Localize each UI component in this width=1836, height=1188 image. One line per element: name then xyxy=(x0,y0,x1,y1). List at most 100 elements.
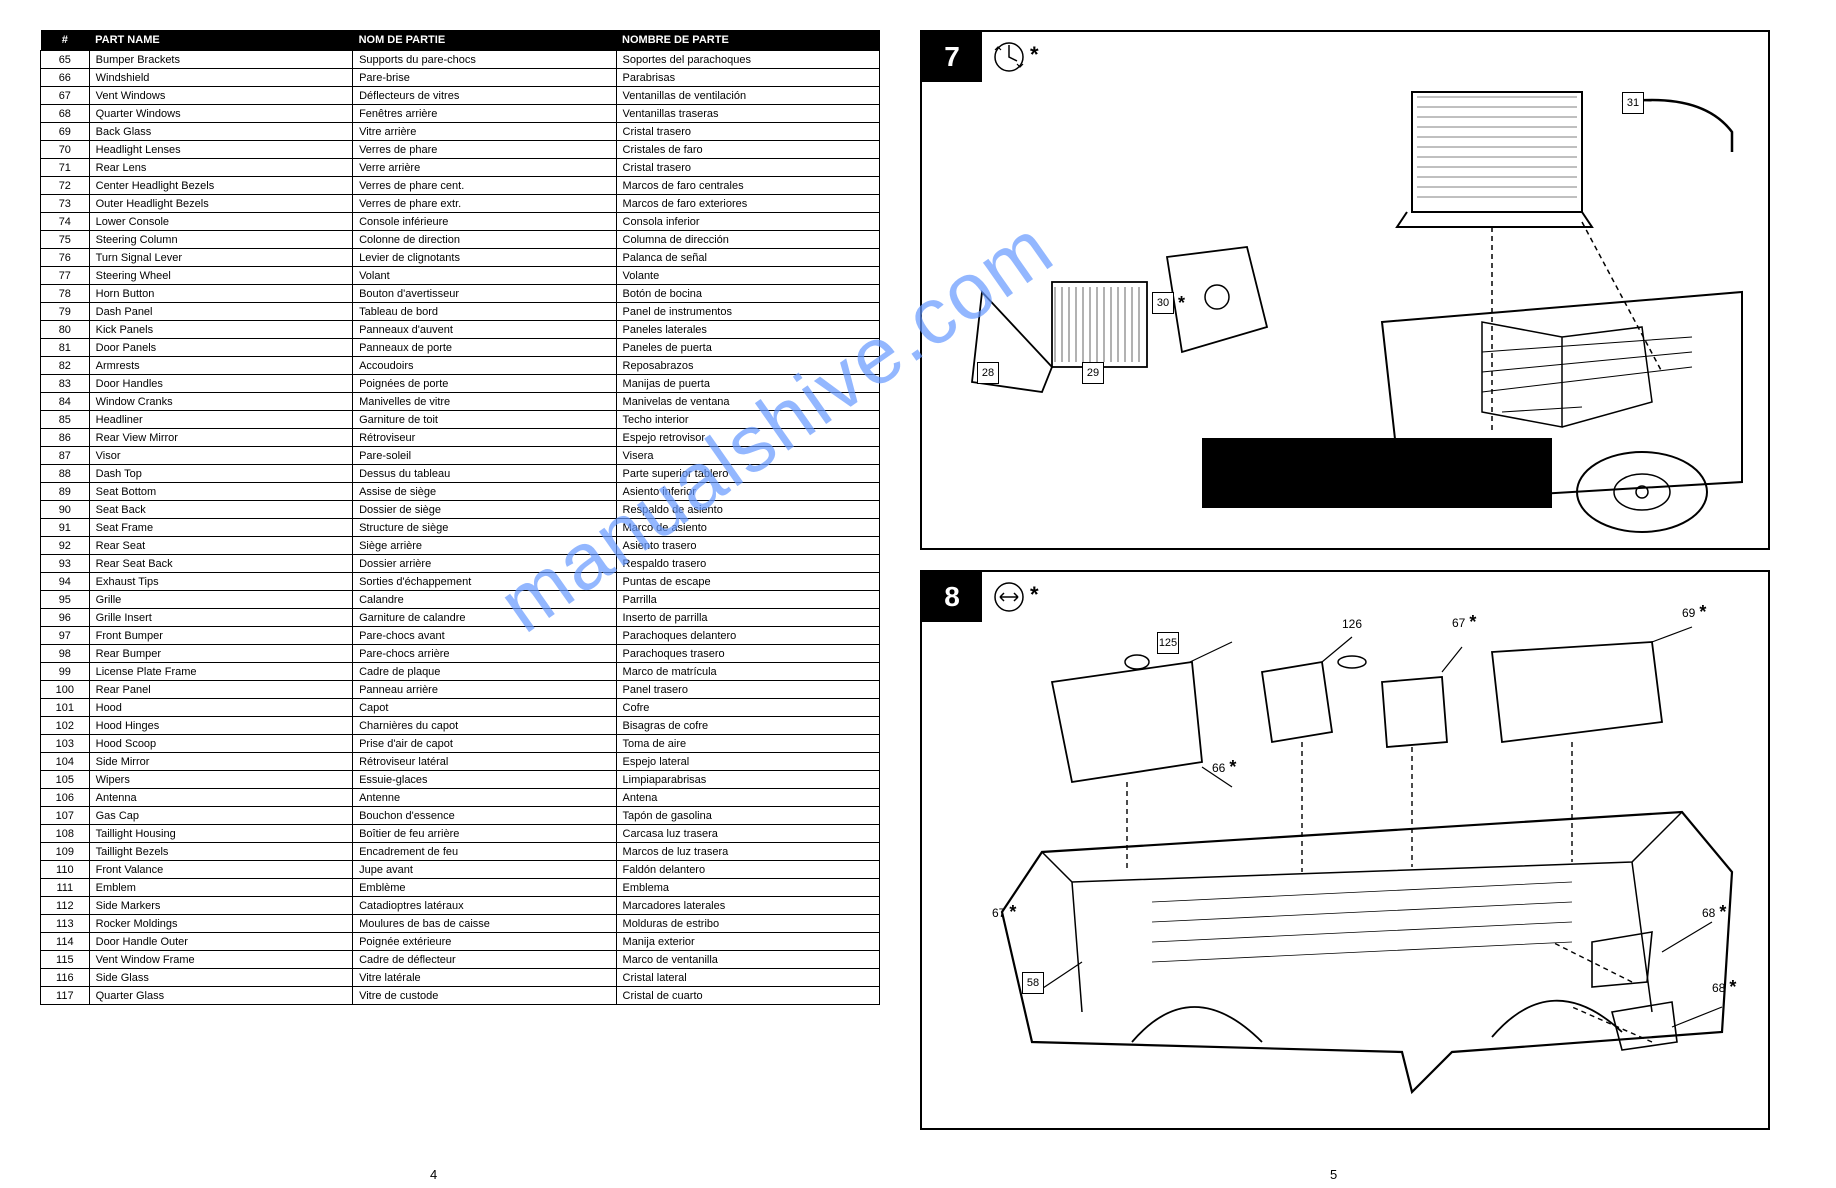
table-cell: Poignées de porte xyxy=(353,375,616,393)
table-cell: Panel de instrumentos xyxy=(616,303,879,321)
table-cell: Cristal trasero xyxy=(616,123,879,141)
table-cell: Vitre de custode xyxy=(353,987,616,1005)
table-cell: Verres de phare xyxy=(353,141,616,159)
part-label-66: 66 * xyxy=(1212,757,1236,778)
table-row: 97Front BumperPare-chocs avantParachoque… xyxy=(41,627,880,645)
table-cell: 83 xyxy=(41,375,90,393)
table-cell: Rétroviseur latéral xyxy=(353,753,616,771)
asterisk: * xyxy=(1229,757,1236,778)
table-cell: 112 xyxy=(41,897,90,915)
table-cell: Back Glass xyxy=(89,123,352,141)
table-cell: Palanca de señal xyxy=(616,249,879,267)
table-cell: Door Handles xyxy=(89,375,352,393)
table-cell: 85 xyxy=(41,411,90,429)
table-cell: Faldón delantero xyxy=(616,861,879,879)
table-row: 91Seat FrameStructure de siègeMarco de a… xyxy=(41,519,880,537)
table-cell: Cristales de faro xyxy=(616,141,879,159)
table-cell: Side Glass xyxy=(89,969,352,987)
table-cell: 110 xyxy=(41,861,90,879)
table-cell: 71 xyxy=(41,159,90,177)
table-cell: Verres de phare extr. xyxy=(353,195,616,213)
table-row: 72Center Headlight BezelsVerres de phare… xyxy=(41,177,880,195)
table-row: 83Door HandlesPoignées de porteManijas d… xyxy=(41,375,880,393)
table-row: 69Back GlassVitre arrièreCristal trasero xyxy=(41,123,880,141)
table-cell: Tableau de bord xyxy=(353,303,616,321)
table-row: 98Rear BumperPare-chocs arrièreParachoqu… xyxy=(41,645,880,663)
asterisk: * xyxy=(1729,977,1736,998)
table-cell: Tapón de gasolina xyxy=(616,807,879,825)
table-cell: 91 xyxy=(41,519,90,537)
part-label-68b: 68 * xyxy=(1712,977,1736,998)
part-label-126: 126 xyxy=(1342,617,1362,631)
table-cell: 103 xyxy=(41,735,90,753)
table-cell: Marco de ventanilla xyxy=(616,951,879,969)
table-cell: Steering Column xyxy=(89,231,352,249)
table-row: 108Taillight HousingBoîtier de feu arriè… xyxy=(41,825,880,843)
table-cell: Vent Window Frame xyxy=(89,951,352,969)
table-cell: Dessus du tableau xyxy=(353,465,616,483)
part-label-29: 29 xyxy=(1082,362,1104,384)
table-cell: Console inférieure xyxy=(353,213,616,231)
col-name-fr: NOM DE PARTIE xyxy=(353,30,616,51)
table-cell: Volant xyxy=(353,267,616,285)
table-cell: Parachoques delantero xyxy=(616,627,879,645)
page-num-right: 5 xyxy=(1330,1167,1337,1182)
table-cell: 74 xyxy=(41,213,90,231)
table-cell: Visor xyxy=(89,447,352,465)
table-cell: Turn Signal Lever xyxy=(89,249,352,267)
table-cell: 82 xyxy=(41,357,90,375)
table-row: 89Seat BottomAssise de siègeAsiento infe… xyxy=(41,483,880,501)
table-cell: Lower Console xyxy=(89,213,352,231)
table-cell: License Plate Frame xyxy=(89,663,352,681)
table-cell: 99 xyxy=(41,663,90,681)
part-label-68: 68 * xyxy=(1702,902,1726,923)
table-cell: Rear Bumper xyxy=(89,645,352,663)
table-row: 90Seat BackDossier de siègeRespaldo de a… xyxy=(41,501,880,519)
table-cell: Toma de aire xyxy=(616,735,879,753)
table-cell: Verres de phare cent. xyxy=(353,177,616,195)
table-cell: Cofre xyxy=(616,699,879,717)
table-cell: Limpiaparabrisas xyxy=(616,771,879,789)
part-num-box: 28 xyxy=(977,362,999,384)
table-cell: Essuie-glaces xyxy=(353,771,616,789)
table-cell: Dossier de siège xyxy=(353,501,616,519)
table-cell: Jupe avant xyxy=(353,861,616,879)
table-cell: 105 xyxy=(41,771,90,789)
table-cell: 76 xyxy=(41,249,90,267)
table-cell: Bouton d'avertisseur xyxy=(353,285,616,303)
table-row: 81Door PanelsPanneaux de portePaneles de… xyxy=(41,339,880,357)
table-cell: Espejo retrovisor xyxy=(616,429,879,447)
table-cell: Molduras de estribo xyxy=(616,915,879,933)
table-cell: Pare-chocs arrière xyxy=(353,645,616,663)
asterisk: * xyxy=(1178,293,1185,314)
table-cell: Vitre arrière xyxy=(353,123,616,141)
table-row: 66WindshieldPare-briseParabrisas xyxy=(41,69,880,87)
table-cell: 100 xyxy=(41,681,90,699)
table-cell: 116 xyxy=(41,969,90,987)
table-row: 103Hood ScoopPrise d'air de capotToma de… xyxy=(41,735,880,753)
table-cell: Marcos de faro exteriores xyxy=(616,195,879,213)
table-cell: Moulures de bas de caisse xyxy=(353,915,616,933)
table-cell: 113 xyxy=(41,915,90,933)
table-cell: Side Mirror xyxy=(89,753,352,771)
table-cell: Cristal trasero xyxy=(616,159,879,177)
asterisk: * xyxy=(1009,902,1016,923)
table-cell: Cadre de déflecteur xyxy=(353,951,616,969)
table-cell: 114 xyxy=(41,933,90,951)
diagram-step-8: 8 * xyxy=(920,570,1770,1130)
table-cell: Marcadores laterales xyxy=(616,897,879,915)
table-cell: 115 xyxy=(41,951,90,969)
table-row: 95GrilleCalandreParrilla xyxy=(41,591,880,609)
table-row: 78Horn ButtonBouton d'avertisseurBotón d… xyxy=(41,285,880,303)
table-cell: 66 xyxy=(41,69,90,87)
table-cell: Manivelas de ventana xyxy=(616,393,879,411)
table-row: 82ArmrestsAccoudoirsReposabrazos xyxy=(41,357,880,375)
table-cell: Panel trasero xyxy=(616,681,879,699)
table-cell: Catadioptres latéraux xyxy=(353,897,616,915)
table-cell: Colonne de direction xyxy=(353,231,616,249)
table-row: 76Turn Signal LeverLevier de clignotants… xyxy=(41,249,880,267)
table-cell: Hood Scoop xyxy=(89,735,352,753)
part-label-30: 30 * xyxy=(1152,292,1185,314)
table-cell: Grille Insert xyxy=(89,609,352,627)
table-row: 115Vent Window FrameCadre de déflecteurM… xyxy=(41,951,880,969)
